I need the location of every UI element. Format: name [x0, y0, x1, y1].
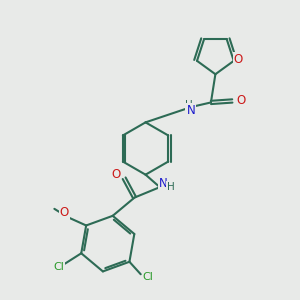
Text: Cl: Cl — [143, 272, 154, 282]
Text: O: O — [59, 206, 69, 219]
Text: H: H — [185, 100, 193, 110]
Text: O: O — [111, 168, 120, 181]
Text: N: N — [159, 177, 168, 190]
Text: H: H — [167, 182, 175, 192]
Text: O: O — [234, 53, 243, 66]
Text: Cl: Cl — [53, 262, 64, 272]
Text: N: N — [187, 104, 195, 117]
Text: O: O — [236, 94, 245, 107]
